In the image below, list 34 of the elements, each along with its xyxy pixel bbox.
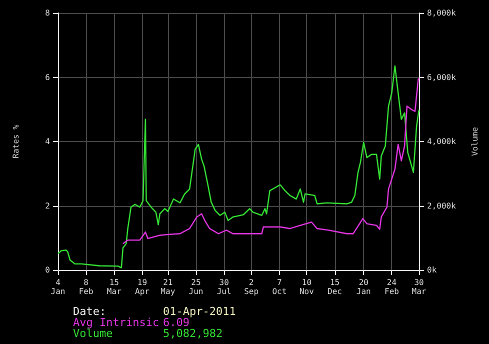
x-tick-label: 21 May [160, 278, 176, 296]
x-tick-label: 20 Jan [356, 278, 372, 296]
text: 6.09 [163, 316, 190, 329]
x-tick-label: 4 Jan [50, 278, 66, 296]
line-series [57, 65, 420, 268]
x-tick-label: 19 Apr [135, 278, 150, 296]
y2-axis-title: Volume [470, 126, 480, 156]
y2-tick-label: 8,000k [427, 8, 456, 18]
y-tick-label: 8 [45, 8, 50, 18]
y-tick-label: 6 [45, 72, 50, 82]
x-tick-label: 25 Jun [188, 278, 204, 296]
x-tick-label: 10 Nov [299, 278, 314, 296]
x-tick-label: 30 Mar [412, 278, 426, 296]
y-tick-label: 2 [45, 201, 50, 210]
text: 01-Apr-2011 [163, 305, 236, 318]
y2-tick-label: 4,000k [427, 137, 456, 146]
x-tick-label: 2 Sep [244, 278, 259, 296]
x-tick-label: 24 Feb [384, 278, 400, 296]
text: Date: [73, 305, 106, 318]
x-tick-label: 15 Dec [328, 278, 342, 296]
y-axis-title: Rates % [12, 124, 20, 158]
x-tick-label: 7 Oct [272, 278, 287, 296]
x-tick-label: 15 Mar [106, 278, 122, 296]
x-tick-label: 30 Jul [216, 278, 232, 296]
y2-tick-label: 0k [427, 266, 437, 274]
text: 5,082,982 [163, 327, 223, 340]
y2-tick-label: 2,000k [427, 201, 456, 210]
text: Volume [73, 327, 113, 340]
text: Avg Intrinsic [73, 316, 160, 329]
y-tick-label: 4 [45, 137, 50, 146]
line-series [122, 78, 420, 244]
y2-tick-label: 6,000k [427, 72, 456, 82]
x-tick-label: 8 Feb [78, 278, 94, 296]
y-tick-label: 0 [45, 266, 50, 274]
